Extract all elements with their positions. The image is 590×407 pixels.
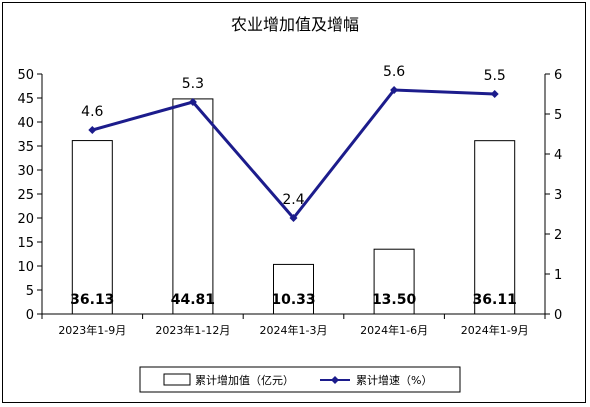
y-right-tick-label: 3 bbox=[554, 188, 562, 203]
bar-value-label: 13.50 bbox=[372, 292, 417, 308]
y-right-tick-label: 2 bbox=[554, 228, 562, 243]
bar bbox=[273, 263, 314, 315]
chart-frame bbox=[2, 2, 586, 403]
chart-title: 农业增加值及增幅 bbox=[231, 15, 359, 34]
line-value-label: 4.6 bbox=[81, 104, 103, 120]
y-left-tick-label: 35 bbox=[17, 140, 34, 155]
y-right-tick-label: 6 bbox=[554, 68, 562, 83]
y-left-tick-label: 45 bbox=[17, 92, 34, 107]
line-point bbox=[390, 86, 399, 94]
y-left-tick-label: 25 bbox=[17, 188, 34, 203]
line-value-label: 5.5 bbox=[484, 68, 506, 84]
y-left-tick-label: 0 bbox=[26, 308, 34, 323]
y-left-tick-label: 5 bbox=[26, 284, 34, 299]
line-value-label: 2.4 bbox=[282, 192, 304, 208]
bar-value-label: 44.81 bbox=[171, 292, 215, 308]
line-value-label: 5.3 bbox=[182, 76, 204, 92]
y-left-tick-label: 30 bbox=[17, 164, 34, 179]
y-left-tick-label: 50 bbox=[17, 68, 34, 83]
y-right-tick-label: 4 bbox=[554, 148, 562, 163]
bar bbox=[71, 140, 113, 315]
x-tick-label: 2024年1-9月 bbox=[461, 323, 529, 337]
x-tick-label: 2023年1-12月 bbox=[155, 323, 230, 337]
line-value-label: 5.6 bbox=[383, 64, 405, 80]
line-point bbox=[490, 90, 499, 98]
x-tick-label: 2024年1-3月 bbox=[260, 323, 328, 337]
line-point bbox=[88, 126, 97, 134]
bar-value-label: 36.11 bbox=[473, 292, 517, 308]
bar-value-label: 10.33 bbox=[271, 292, 315, 308]
line-point bbox=[289, 214, 298, 222]
y-right-tick-label: 1 bbox=[554, 268, 562, 283]
legend-box bbox=[139, 366, 461, 393]
legend-line-marker bbox=[331, 376, 339, 384]
y-right-tick-label: 5 bbox=[554, 108, 562, 123]
legend-line-label: 累计增速（%） bbox=[356, 373, 432, 387]
bar bbox=[474, 140, 516, 315]
y-left-tick-label: 20 bbox=[17, 212, 34, 227]
bar bbox=[172, 98, 214, 315]
y-right-tick-label: 0 bbox=[554, 308, 562, 323]
bar-value-label: 36.13 bbox=[70, 292, 114, 308]
bar bbox=[373, 248, 415, 315]
legend-bar-label: 累计增加值（亿元） bbox=[195, 373, 294, 387]
legend-bar-swatch bbox=[163, 373, 191, 386]
x-tick-label: 2024年1-6月 bbox=[360, 323, 428, 337]
x-tick-label: 2023年1-9月 bbox=[58, 323, 126, 337]
y-left-tick-label: 10 bbox=[17, 260, 34, 275]
y-left-tick-label: 15 bbox=[17, 236, 34, 251]
y-left-tick-label: 40 bbox=[17, 116, 34, 131]
line-point bbox=[188, 98, 197, 106]
